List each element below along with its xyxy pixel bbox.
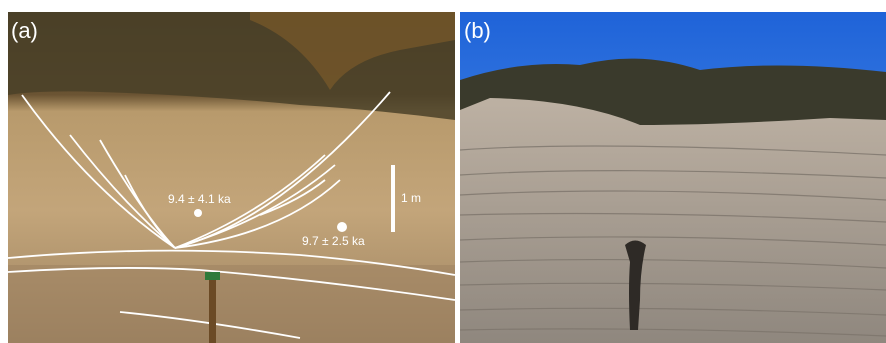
sample-point	[337, 222, 347, 232]
panel-label: (a)	[11, 18, 38, 43]
sample-age: 9.4 ± 4.1 ka	[168, 192, 231, 206]
sample-point	[194, 209, 202, 217]
panel-b: (b)	[460, 12, 886, 343]
scale-label: 1 m	[401, 191, 421, 205]
sediment-wall	[460, 98, 886, 343]
sample-age: 9.7 ± 2.5 ka	[302, 234, 365, 248]
panel-a: (a) 9.4 ± 4.1 ka 9.7 ± 2.5 ka 1 m	[8, 12, 455, 343]
shovel-grip	[205, 272, 220, 280]
figure: (a) 9.4 ± 4.1 ka 9.7 ± 2.5 ka 1 m (b)	[0, 0, 886, 343]
lower-unit	[8, 265, 455, 343]
panel-label: (b)	[464, 18, 491, 43]
scale-bar	[391, 165, 395, 232]
shovel	[209, 275, 216, 343]
